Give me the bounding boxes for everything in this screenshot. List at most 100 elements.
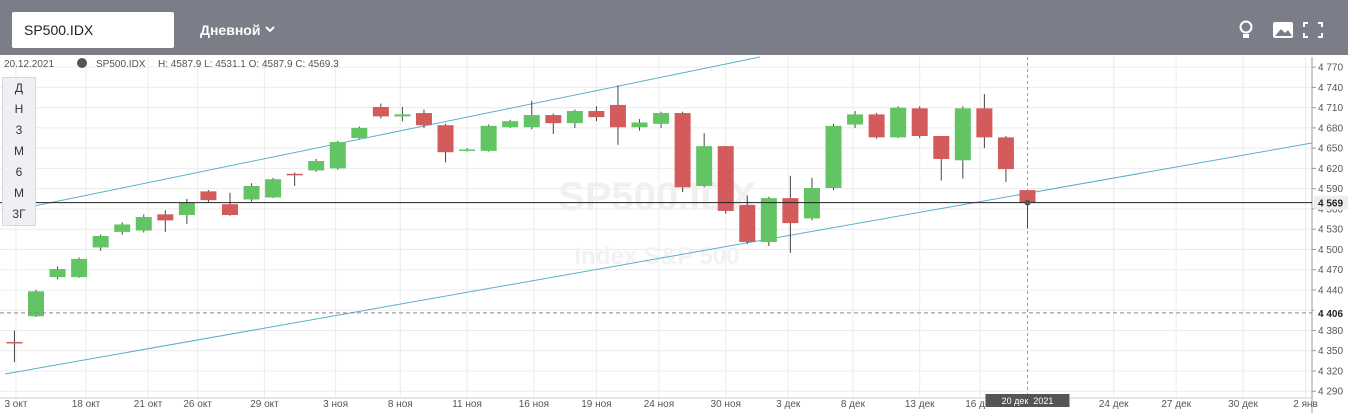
y-tick-label: 4 320 bbox=[1318, 366, 1343, 377]
candle-body bbox=[739, 204, 756, 243]
x-tick-label: 24 дек bbox=[1099, 399, 1129, 410]
range-button[interactable]: М bbox=[14, 186, 24, 200]
candle-body bbox=[868, 114, 885, 138]
y-tick-label: 4 620 bbox=[1318, 164, 1343, 175]
x-tick-label: 21 окт bbox=[134, 399, 163, 410]
x-tick-label: 3 ноя bbox=[323, 399, 348, 410]
candle-body bbox=[6, 341, 23, 344]
price-label: 4 406 bbox=[1318, 309, 1343, 320]
candle-body bbox=[308, 160, 325, 171]
candle-body bbox=[997, 137, 1014, 170]
toolbar: SP500.IDX Дневной bbox=[0, 0, 1348, 55]
y-tick-label: 4 680 bbox=[1318, 123, 1343, 134]
candle-body bbox=[459, 149, 476, 152]
candle-body bbox=[200, 191, 217, 201]
range-button[interactable]: М bbox=[14, 144, 24, 158]
x-tick-label: 19 ноя bbox=[581, 399, 611, 410]
candle-body bbox=[545, 115, 562, 124]
x-tick-label: 18 окт bbox=[72, 399, 101, 410]
candle-body bbox=[114, 224, 131, 232]
x-tick-label: 29 окт bbox=[250, 399, 279, 410]
candle-body bbox=[954, 108, 971, 161]
candle-body bbox=[1019, 190, 1036, 203]
candle-body bbox=[631, 122, 648, 128]
y-tick-label: 4 650 bbox=[1318, 144, 1343, 155]
x-tick-label: 3 дек bbox=[776, 399, 801, 410]
range-button[interactable]: 6 bbox=[15, 165, 23, 179]
candle-body bbox=[178, 202, 195, 216]
fullscreen-icon[interactable] bbox=[1303, 22, 1323, 38]
candle-body bbox=[847, 114, 864, 125]
candle-body bbox=[372, 106, 389, 117]
candle-body bbox=[329, 142, 346, 169]
x-tick-label: 8 дек bbox=[841, 399, 866, 410]
trend-line bbox=[4, 142, 1313, 375]
candle-body bbox=[674, 113, 691, 188]
candle-body bbox=[415, 113, 432, 126]
range-buttons: Д Н 3 М 6 М 3Г bbox=[2, 77, 36, 226]
x-tick-label: 16 ноя bbox=[519, 399, 549, 410]
candle-body bbox=[976, 108, 993, 138]
watermark-subtitle: Index S&P 500 bbox=[575, 243, 740, 270]
range-button[interactable]: Н bbox=[14, 102, 24, 116]
x-tick-label: 27 дек bbox=[1161, 399, 1191, 410]
price-label: 4 569 bbox=[1318, 199, 1343, 210]
candle-body bbox=[825, 125, 842, 188]
plot-area bbox=[0, 55, 1348, 413]
period-select[interactable]: Дневной bbox=[200, 22, 276, 38]
candle-body bbox=[437, 125, 454, 153]
trend-line bbox=[4, 56, 761, 213]
y-tick-label: 4 740 bbox=[1318, 83, 1343, 94]
candle-body bbox=[480, 125, 497, 151]
toolbar-icons bbox=[1239, 20, 1323, 39]
candle-body bbox=[394, 114, 411, 117]
range-button[interactable]: 3Г bbox=[12, 207, 26, 221]
x-tick-label: 24 ноя bbox=[644, 399, 674, 410]
candle-body bbox=[609, 104, 626, 128]
symbol-input[interactable]: SP500.IDX bbox=[12, 12, 174, 48]
candle-body bbox=[157, 214, 174, 221]
x-tick-label: 16 дек bbox=[965, 399, 995, 410]
x-tick-label: 8 ноя bbox=[388, 399, 413, 410]
candle-body bbox=[49, 269, 66, 278]
price-label-box bbox=[1314, 305, 1348, 320]
y-tick-label: 4 530 bbox=[1318, 225, 1343, 236]
candle-body bbox=[803, 187, 820, 219]
candle-body bbox=[27, 291, 44, 317]
candle-body bbox=[502, 121, 519, 128]
candle-body bbox=[71, 258, 88, 278]
candle-body bbox=[523, 115, 540, 128]
candle-body bbox=[286, 173, 303, 176]
x-tick-label: 30 дек bbox=[1228, 399, 1258, 410]
range-button[interactable]: 3 bbox=[15, 123, 23, 137]
candle-body bbox=[135, 217, 152, 231]
candle-body bbox=[653, 113, 670, 124]
candle-body bbox=[890, 107, 907, 138]
cursor-date-box bbox=[985, 394, 1070, 407]
y-tick-label: 4 500 bbox=[1318, 245, 1343, 256]
y-tick-label: 4 470 bbox=[1318, 265, 1343, 276]
legend-dot bbox=[77, 58, 87, 68]
x-tick-label: 13 дек bbox=[905, 399, 935, 410]
x-tick-label: 3 окт bbox=[4, 399, 27, 410]
candle-body bbox=[782, 198, 799, 224]
y-tick-label: 4 770 bbox=[1318, 63, 1343, 74]
legend-ohlc: H: 4587.9 L: 4531.1 O: 4587.9 C: 4569.3 bbox=[158, 59, 339, 70]
legend-symbol: SP500.IDX bbox=[96, 59, 146, 70]
candle-body bbox=[92, 235, 109, 248]
image-icon[interactable] bbox=[1273, 22, 1293, 38]
range-button[interactable]: Д bbox=[14, 81, 24, 95]
y-tick-label: 4 710 bbox=[1318, 103, 1343, 114]
candle-body bbox=[265, 179, 282, 198]
x-tick-label: 2 янв bbox=[1293, 399, 1318, 410]
candle-body bbox=[696, 146, 713, 186]
legend-date: 20.12.2021 bbox=[4, 59, 54, 70]
y-tick-label: 4 440 bbox=[1318, 285, 1343, 296]
bulb-icon[interactable] bbox=[1239, 20, 1253, 39]
x-tick-label: 11 ноя bbox=[452, 399, 482, 410]
x-tick-label: 30 ноя bbox=[711, 399, 741, 410]
chevron bbox=[265, 26, 276, 33]
candle-body bbox=[911, 108, 928, 137]
